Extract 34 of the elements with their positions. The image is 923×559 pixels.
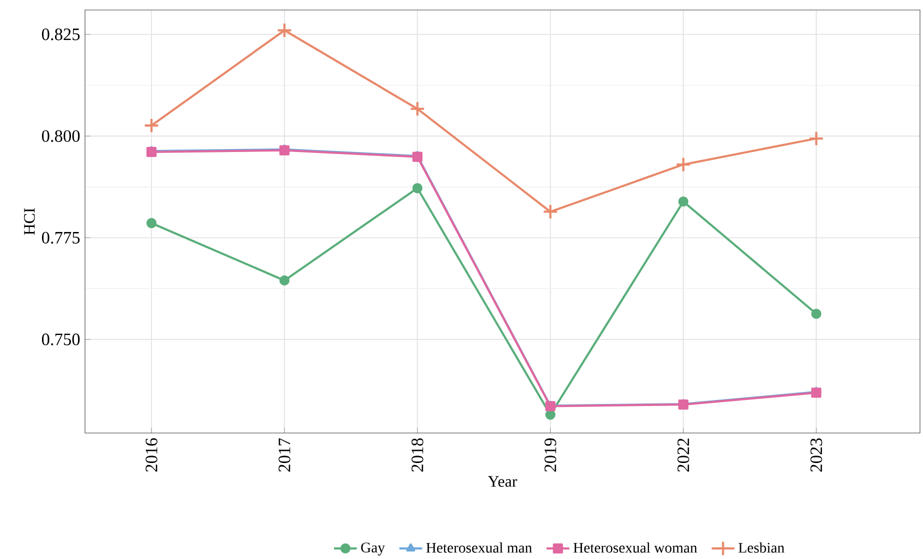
y-tick-label: 0.775 — [42, 232, 80, 244]
legend-label: Heterosexual woman — [573, 542, 698, 553]
point — [410, 101, 426, 117]
point — [146, 218, 157, 228]
point — [678, 196, 688, 207]
point — [146, 146, 157, 158]
point — [144, 118, 160, 134]
point — [279, 275, 290, 286]
point — [276, 22, 292, 38]
point — [542, 204, 558, 220]
point — [676, 156, 692, 172]
x-tick-label: 2017 — [278, 438, 290, 472]
x-tick-label: 2019 — [544, 438, 556, 472]
y-axis-title: HCI — [24, 208, 35, 235]
point — [678, 399, 688, 410]
point — [279, 145, 290, 156]
point — [412, 183, 422, 194]
point — [545, 410, 556, 420]
x-tick-label: 2016 — [146, 438, 158, 472]
y-tick-label: 0.825 — [42, 28, 80, 40]
x-tick-label: 2023 — [810, 438, 822, 472]
point — [811, 388, 822, 398]
x-tick-label: 2018 — [412, 438, 424, 472]
point — [808, 130, 824, 146]
point — [545, 401, 556, 412]
x-axis-title: Year — [488, 476, 518, 487]
point — [412, 152, 422, 162]
x-tick-label: 2022 — [677, 438, 690, 472]
legend-label: Gay — [361, 542, 385, 556]
legend-label: Heterosexual man — [426, 542, 532, 553]
legend-label: Lesbian — [738, 542, 784, 553]
y-tick-label: 0.800 — [42, 130, 80, 142]
y-tick-label: 0.750 — [42, 334, 80, 346]
point — [811, 308, 822, 319]
